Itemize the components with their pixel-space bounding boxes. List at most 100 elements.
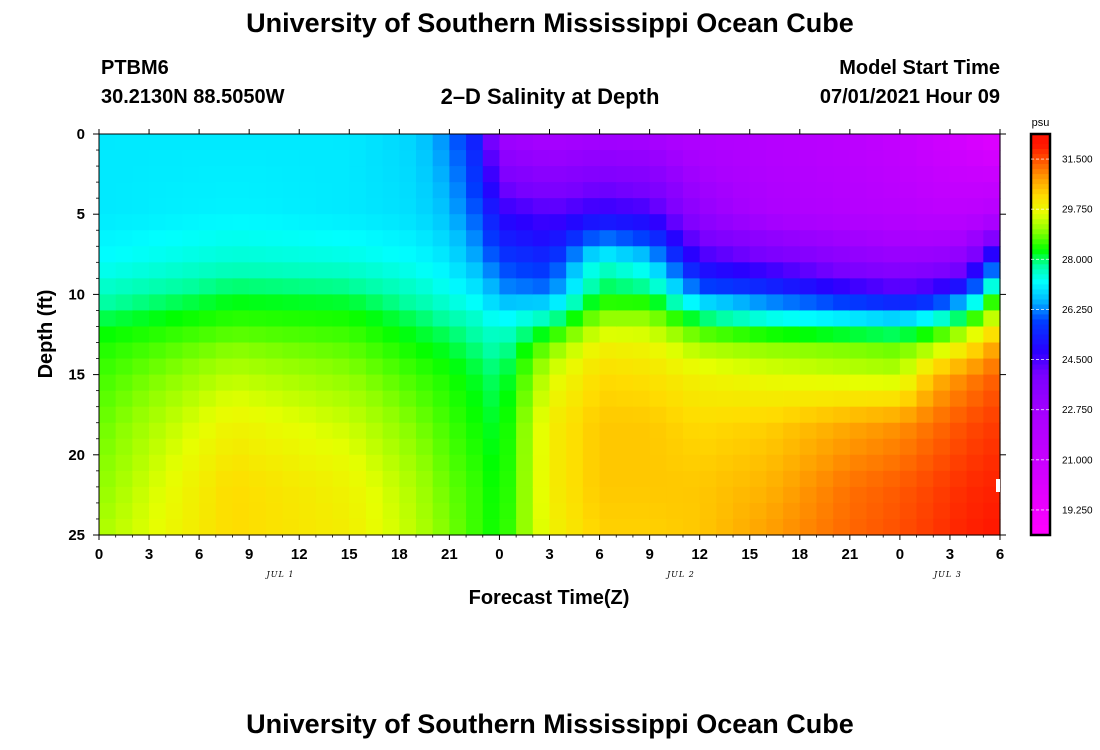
heatmap-cell	[632, 246, 651, 263]
heatmap-cell	[699, 454, 717, 472]
heatmap-cell	[449, 406, 467, 424]
heatmap-cell	[549, 278, 567, 295]
heatmap-cell	[165, 246, 184, 263]
heatmap-cell	[499, 310, 517, 328]
heatmap-cell	[282, 230, 300, 247]
heatmap-cell	[966, 294, 984, 312]
colorbar-segment	[1031, 174, 1050, 180]
heatmap-cell	[382, 198, 400, 215]
heatmap-cell	[983, 390, 1001, 408]
x-tick-label: 18	[391, 546, 408, 563]
heatmap-cell	[849, 182, 868, 199]
heatmap-cell	[799, 230, 818, 247]
heatmap-cell	[666, 454, 684, 472]
heatmap-cell	[482, 310, 501, 328]
heatmap-cell	[215, 150, 234, 167]
heatmap-cell	[566, 294, 584, 312]
heatmap-cell	[532, 438, 551, 456]
heatmap-cell	[682, 214, 701, 231]
heatmap-cell	[365, 422, 384, 440]
heatmap-cell	[566, 518, 584, 536]
heatmap-cell	[516, 150, 534, 167]
heatmap-cell	[115, 374, 133, 392]
heatmap-cell	[783, 486, 801, 504]
heatmap-cell	[349, 518, 367, 536]
colorbar-segment	[1031, 494, 1050, 501]
heatmap-cell	[733, 390, 751, 408]
heatmap-cell	[165, 134, 184, 151]
heatmap-cell	[466, 358, 484, 376]
heatmap-cell	[599, 294, 617, 312]
heatmap-cell	[733, 502, 751, 520]
heatmap-cell	[265, 470, 284, 488]
heatmap-cell	[816, 150, 834, 167]
heatmap-cell	[382, 246, 400, 263]
colorbar-segment	[1031, 379, 1050, 386]
heatmap-cell	[966, 454, 984, 472]
heatmap-cell	[466, 406, 484, 424]
heatmap-cell	[566, 422, 584, 440]
heatmap-cell	[649, 518, 667, 536]
heatmap-cell	[115, 182, 133, 199]
heatmap-cell	[532, 150, 551, 167]
heatmap-cell	[599, 518, 617, 536]
heatmap-cell	[899, 390, 918, 408]
heatmap-cell	[299, 246, 317, 263]
heatmap-cell	[232, 342, 250, 360]
x-tick-label: 21	[441, 546, 458, 563]
heatmap-cell	[349, 406, 367, 424]
heatmap-cell	[149, 470, 167, 488]
heatmap-cell	[382, 486, 400, 504]
heatmap-cell	[365, 454, 384, 472]
heatmap-cell	[299, 374, 317, 392]
heatmap-cell	[666, 182, 684, 199]
heatmap-cell	[816, 246, 834, 263]
heatmap-cell	[516, 454, 534, 472]
heatmap-cell	[549, 198, 567, 215]
heatmap-cell	[182, 214, 200, 231]
heatmap-cell	[315, 326, 334, 344]
heatmap-cell	[249, 406, 267, 424]
heatmap-cell	[883, 246, 901, 263]
heatmap-cell	[582, 486, 601, 504]
heatmap-cell	[365, 214, 384, 231]
heatmap-cell	[449, 438, 467, 456]
heatmap-cell	[349, 342, 367, 360]
heatmap-cell	[799, 422, 818, 440]
heatmap-cell	[916, 358, 934, 376]
heatmap-cell	[733, 246, 751, 263]
heatmap-cell	[699, 326, 717, 344]
heatmap-cell	[916, 214, 934, 231]
heatmap-cell	[783, 470, 801, 488]
heatmap-cell	[883, 182, 901, 199]
colorbar-segment	[1031, 464, 1050, 471]
heatmap-cell	[616, 198, 634, 215]
heatmap-cell	[566, 262, 584, 279]
heatmap-cell	[599, 422, 617, 440]
x-tick-label: 9	[245, 546, 253, 563]
heatmap-cell	[249, 390, 267, 408]
colorbar-label: 28.000	[1062, 255, 1093, 266]
heatmap-cell	[115, 166, 133, 183]
heatmap-cell	[766, 262, 784, 279]
colorbar-segment	[1031, 404, 1050, 411]
heatmap-cell	[466, 390, 484, 408]
colorbar-segment	[1031, 339, 1050, 346]
heatmap-cell	[265, 246, 284, 263]
heatmap-cell	[816, 278, 834, 295]
heatmap-cell	[132, 518, 150, 536]
heatmap-cell	[933, 390, 951, 408]
heatmap-cell	[466, 230, 484, 247]
heatmap-cell	[349, 262, 367, 279]
heatmap-cell	[716, 358, 734, 376]
heatmap-cell	[983, 438, 1001, 456]
heatmap-cell	[616, 486, 634, 504]
heatmap-cell	[949, 470, 968, 488]
heatmap-cell	[866, 422, 884, 440]
heatmap-cell	[416, 518, 434, 536]
heatmap-cell	[332, 262, 350, 279]
heatmap-cell	[933, 182, 951, 199]
heatmap-cell	[766, 230, 784, 247]
heatmap-cell	[682, 182, 701, 199]
heatmap-cell	[249, 422, 267, 440]
